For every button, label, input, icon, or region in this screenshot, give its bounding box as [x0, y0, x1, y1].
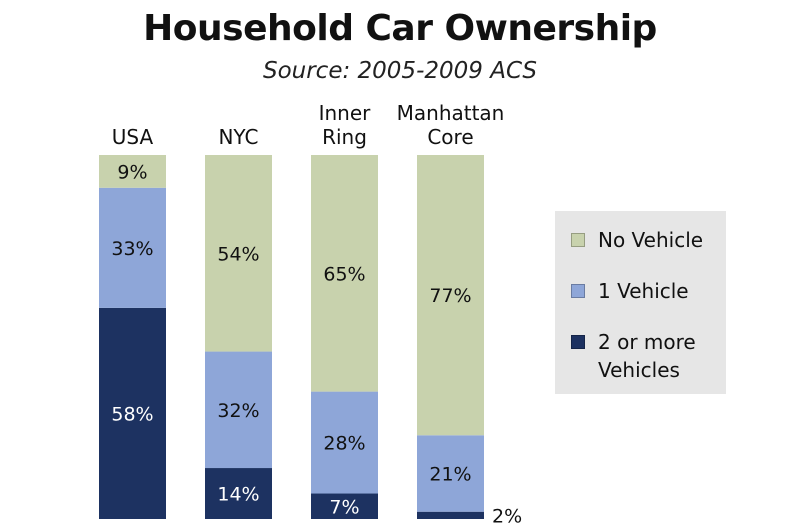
data-label-usa-one-vehicle: 33% — [111, 238, 153, 260]
bar-segment-inner-ring-no-vehicle — [311, 155, 378, 392]
data-label-inner-ring-two-plus: 7% — [329, 496, 359, 518]
category-label-usa: USA — [112, 125, 154, 149]
legend-item-one-vehicle: 1 Vehicle — [571, 277, 718, 305]
legend-swatch-two-plus — [571, 335, 585, 349]
data-label-nyc-one-vehicle: 32% — [217, 400, 259, 422]
bar-segment-usa-no-vehicle — [99, 155, 166, 188]
data-label-manhattan-core-one-vehicle: 21% — [429, 464, 471, 486]
category-label-inner-ring: Inner Ring — [319, 101, 372, 149]
legend-swatch-one-vehicle — [571, 284, 585, 298]
data-label-nyc-no-vehicle: 54% — [217, 243, 259, 265]
legend: No Vehicle 1 Vehicle 2 or more Vehicles — [555, 211, 726, 394]
category-label-nyc: NYC — [218, 125, 258, 149]
bar-segment-inner-ring-one-vehicle — [311, 391, 378, 494]
chart-title: Household Car Ownership — [143, 8, 657, 49]
bar-segment-manhattan-core-one-vehicle — [417, 435, 484, 512]
bar-segment-usa-one-vehicle — [99, 187, 166, 308]
data-label-manhattan-core-no-vehicle: 77% — [429, 285, 471, 307]
bar-segment-nyc-two-plus — [205, 468, 272, 519]
legend-swatch-no-vehicle — [571, 233, 585, 247]
bar-segment-nyc-one-vehicle — [205, 351, 272, 469]
bar-segment-inner-ring-two-plus — [311, 493, 378, 519]
bar-segment-manhattan-core-no-vehicle — [417, 155, 484, 436]
legend-label-one-vehicle: 1 Vehicle — [598, 279, 689, 303]
bar-segment-nyc-no-vehicle — [205, 155, 272, 352]
data-label-nyc-two-plus: 14% — [217, 484, 259, 506]
legend-label-no-vehicle: No Vehicle — [598, 228, 704, 252]
data-label-usa-two-plus: 58% — [111, 403, 153, 425]
data-label-usa-no-vehicle: 9% — [117, 161, 147, 183]
category-label-manhattan-core: Manhattan Core — [397, 101, 505, 149]
legend-item-no-vehicle: No Vehicle — [571, 226, 718, 254]
data-label-manhattan-core-two-plus: 2% — [492, 505, 522, 527]
bar-segment-manhattan-core-two-plus — [417, 511, 484, 519]
chart-subtitle: Source: 2005-2009 ACS — [262, 58, 538, 84]
data-label-inner-ring-one-vehicle: 28% — [323, 433, 365, 455]
legend-label-two-plus: 2 or more Vehicles — [598, 330, 696, 382]
bar-segment-usa-two-plus — [99, 307, 166, 519]
data-label-inner-ring-no-vehicle: 65% — [323, 263, 365, 285]
legend-item-two-plus: 2 or more Vehicles — [571, 328, 718, 384]
